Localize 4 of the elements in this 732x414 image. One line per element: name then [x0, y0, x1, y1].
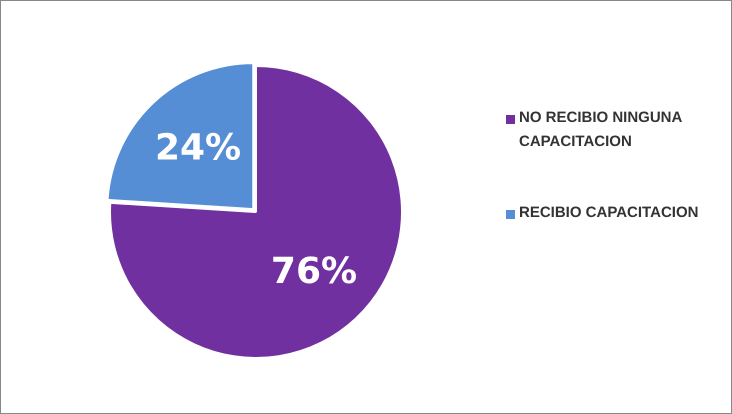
legend-label: RECIBIO CAPACITACION: [519, 203, 698, 223]
legend-label: NO RECIBIO NINGUNA CAPACITACION: [519, 108, 683, 152]
data-label: 24%: [154, 128, 242, 169]
data-label: 76%: [270, 251, 358, 292]
